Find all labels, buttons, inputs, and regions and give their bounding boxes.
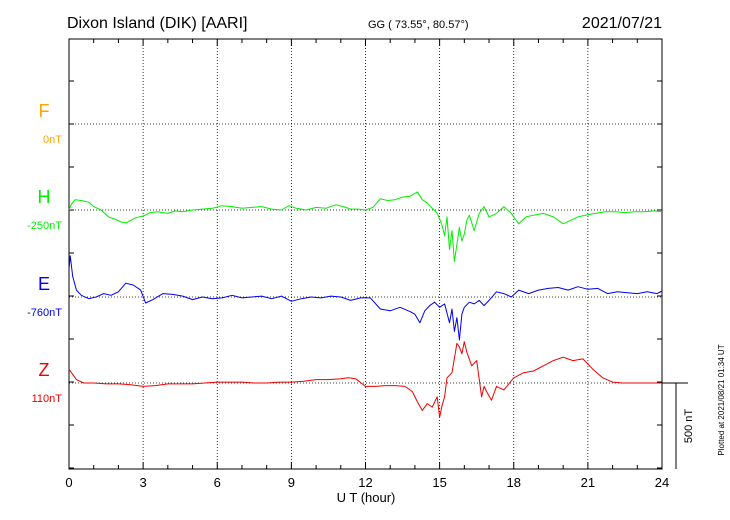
x-axis-label: U T (hour) — [337, 490, 396, 505]
channel-label-E: E — [38, 274, 50, 294]
x-tick-label-18: 18 — [507, 475, 521, 490]
x-tick-label-12: 12 — [358, 475, 372, 490]
scale-bar-label: 500 nT — [683, 409, 695, 444]
x-tick-label-24: 24 — [655, 475, 669, 490]
baseline-label-Z: 110nT — [32, 393, 63, 405]
plot-date: 2021/07/21 — [582, 15, 662, 32]
channel-label-F: F — [39, 101, 50, 121]
station-coordinates: GG ( 73.55°, 80.57°) — [368, 19, 469, 31]
series-line-H — [68, 191, 663, 263]
plotted-timestamp: Plotted at 2021/08/21 01:34 UT — [717, 344, 726, 455]
series-line-Z — [68, 341, 662, 418]
series-lines — [68, 191, 663, 418]
channel-label-Z: Z — [39, 360, 50, 380]
x-tick-label-9: 9 — [288, 475, 295, 490]
channel-labels: F 0nT H -250nT E -760nT Z 110nT — [27, 101, 62, 405]
baseline-label-E: -760nT — [27, 307, 62, 319]
grid-lines — [69, 39, 662, 469]
x-tick-label-6: 6 — [214, 475, 221, 490]
x-tick-label-21: 21 — [581, 475, 595, 490]
channel-label-H: H — [38, 187, 51, 207]
x-tick-label-3: 3 — [140, 475, 147, 490]
x-tick-labels: 0 3 6 9 12 15 18 21 24 — [65, 475, 669, 490]
series-line-E — [68, 255, 663, 341]
station-title: Dixon Island (DIK) [AARI] — [67, 15, 248, 32]
baseline-label-F: 0nT — [43, 134, 62, 146]
plot-frame — [68, 38, 663, 470]
x-tick-label-15: 15 — [432, 475, 446, 490]
axis-ticks — [68, 39, 663, 469]
x-tick-label-0: 0 — [65, 475, 72, 490]
baseline-label-H: -250nT — [27, 220, 62, 232]
